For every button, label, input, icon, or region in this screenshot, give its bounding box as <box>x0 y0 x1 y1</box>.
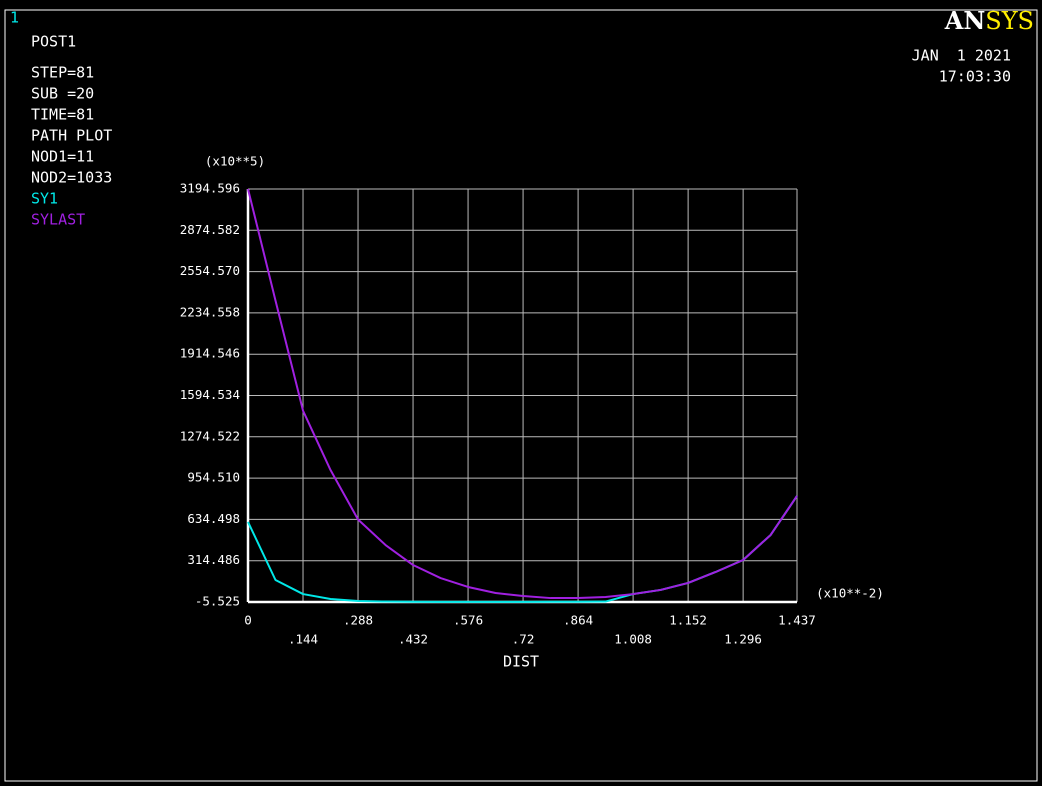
date: JAN 1 2021 <box>912 47 1011 65</box>
y-tick-label: 2874.582 <box>180 222 240 237</box>
x-tick-label: .72 <box>512 632 535 647</box>
frame <box>4 9 1038 782</box>
legend-entry: SY1 <box>31 190 58 208</box>
y-tick-label: 3194.596 <box>180 181 240 196</box>
y-tick-label: 2234.558 <box>180 304 240 319</box>
y-tick-label: 1914.546 <box>180 346 240 361</box>
x-tick-label: 1.437 <box>778 613 816 628</box>
x-tick-label: .144 <box>288 632 318 647</box>
x-tick-label: .432 <box>398 632 428 647</box>
x-tick-label: .576 <box>453 613 483 628</box>
window-number: 1 <box>10 9 19 27</box>
y-multiplier: (x10**5) <box>205 154 265 169</box>
info-text: POST1 <box>31 33 76 51</box>
logo: ANSYS <box>944 6 1034 35</box>
logo-an: AN <box>944 6 986 35</box>
x-tick-label: .288 <box>343 613 373 628</box>
series-line <box>247 495 798 603</box>
y-tick-label: 954.510 <box>187 470 240 485</box>
x-multiplier: (x10**-2) <box>816 586 884 601</box>
y-tick-label: 634.498 <box>187 511 240 526</box>
x-tick-label: 1.296 <box>724 632 762 647</box>
x-tick-label: 0 <box>244 613 252 628</box>
logo-sys: SYS <box>985 7 1034 35</box>
x-tick-label: 1.152 <box>669 613 707 628</box>
series-line <box>247 188 798 600</box>
info-text: NOD1=11 <box>31 148 94 166</box>
x-tick-label: .864 <box>563 613 593 628</box>
y-tick-label: 314.486 <box>187 552 240 567</box>
info-text: SUB =20 <box>31 85 94 103</box>
x-axis-label: DIST <box>503 653 539 671</box>
info-text: PATH PLOT <box>31 127 112 145</box>
y-tick-label: 2554.570 <box>180 263 240 278</box>
x-tick-label: 1.008 <box>614 632 652 647</box>
info-text: TIME=81 <box>31 106 94 124</box>
time: 17:03:30 <box>939 68 1011 86</box>
info-text: NOD2=1033 <box>31 169 112 187</box>
y-tick-label: -5.525 <box>195 594 240 609</box>
y-tick-label: 1274.522 <box>180 428 240 443</box>
y-tick-label: 1594.534 <box>180 387 240 402</box>
info-text: STEP=81 <box>31 64 94 82</box>
legend-entry: SYLAST <box>31 211 85 229</box>
